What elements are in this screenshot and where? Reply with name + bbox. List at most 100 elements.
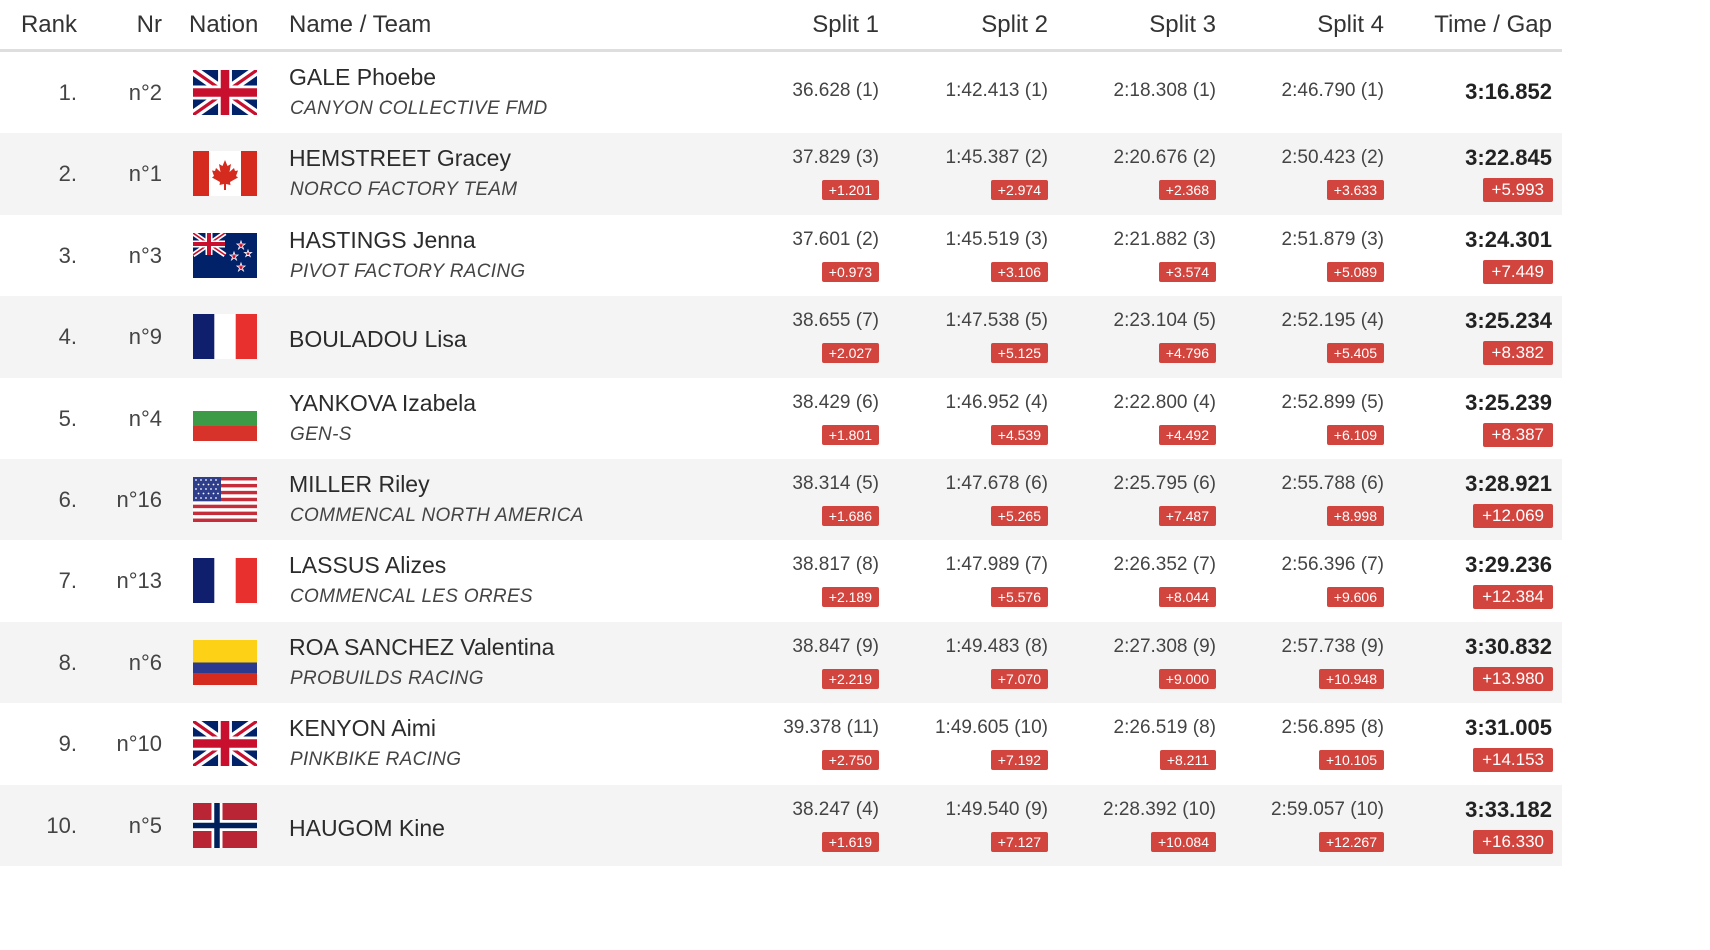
finish-gap-badge: +14.153	[1473, 748, 1553, 773]
team-name: PROBUILDS RACING	[290, 667, 484, 689]
split-4-gap-badge: +9.606	[1326, 587, 1384, 608]
rank-cell: 3.	[58, 242, 77, 268]
rank-cell: 4.	[58, 324, 77, 350]
split-2-time: 1:42.413 (1)	[945, 80, 1048, 101]
rank-cell: 6.	[58, 486, 77, 512]
rider-name[interactable]: HEMSTREET Gracey	[289, 145, 511, 172]
bib-number-cell: n°10	[116, 731, 162, 757]
table-row[interactable]: 8. n°6 ROA SANCHEZ Valentina PROBUILDS RACI…	[0, 621, 1562, 704]
split-3-gap-badge: +9.000	[1158, 668, 1216, 689]
split-2-gap-badge: +5.265	[990, 505, 1048, 526]
bib-number-cell: n°6	[128, 649, 162, 675]
header-nr[interactable]: Nr	[136, 11, 162, 38]
bib-number-cell: n°9	[128, 324, 162, 350]
rider-name[interactable]: HASTINGS Jenna	[289, 226, 476, 253]
split-4-gap-badge: +8.998	[1326, 505, 1384, 526]
split-1-time: 38.247 (4)	[792, 798, 879, 820]
rider-name[interactable]: GALE Phoebe	[289, 64, 437, 90]
rider-name[interactable]: BOULADOU Lisa	[289, 326, 467, 353]
header-split-3[interactable]: Split 3	[1149, 11, 1216, 38]
split-1-gap-badge: +1.686	[821, 505, 879, 526]
bib-number-cell: n°16	[116, 486, 162, 512]
split-2-gap-badge: +2.974	[990, 180, 1048, 201]
bib-number-cell: n°3	[128, 242, 162, 268]
split-3-time: 2:18.308 (1)	[1113, 80, 1216, 101]
rider-name[interactable]: LASSUS Alizes	[289, 552, 447, 579]
split-3-time: 2:27.308 (9)	[1113, 635, 1216, 657]
bib-number-cell: n°4	[128, 405, 162, 431]
rank-cell: 9.	[58, 731, 77, 757]
split-1-gap-badge: +0.973	[821, 261, 879, 282]
gb-flag-icon	[193, 70, 257, 115]
split-2-gap-badge: +3.106	[990, 261, 1048, 282]
split-4-gap-badge: +5.405	[1326, 343, 1384, 364]
team-name: PIVOT FACTORY RACING	[290, 260, 526, 282]
split-3-gap-badge: +2.368	[1158, 180, 1216, 201]
finish-gap-badge: +16.330	[1473, 829, 1553, 854]
team-name: CANYON COLLECTIVE FMD	[290, 98, 548, 119]
bib-number-cell: n°2	[128, 80, 162, 105]
header-time-gap[interactable]: Time / Gap	[1434, 11, 1552, 38]
bib-number-cell: n°13	[116, 568, 162, 594]
team-name: PINKBIKE RACING	[290, 749, 462, 771]
rider-name[interactable]: HAUGOM Kine	[289, 814, 445, 841]
split-4-gap-badge: +5.089	[1326, 261, 1384, 282]
split-4-gap-badge: +3.633	[1326, 180, 1384, 201]
split-1-time: 37.601 (2)	[792, 228, 879, 250]
header-split-2[interactable]: Split 2	[981, 11, 1048, 38]
finish-gap-badge: +13.980	[1473, 666, 1553, 691]
header-name-team[interactable]: Name / Team	[289, 11, 432, 38]
split-2-gap-badge: +5.576	[990, 587, 1048, 608]
rider-name[interactable]: ROA SANCHEZ Valentina	[289, 633, 555, 660]
rider-name[interactable]: KENYON Aimi	[289, 715, 436, 742]
finish-time: 3:31.005	[1465, 715, 1552, 741]
table-row[interactable]: 7. n°13 LASSUS Alizes COMMENCAL LES ORRES 38…	[0, 540, 1562, 621]
split-2-time: 1:49.483 (8)	[945, 635, 1048, 657]
rank-cell: 10.	[46, 812, 77, 838]
finish-gap-badge: +12.069	[1473, 503, 1553, 528]
table-row[interactable]: 9. n°10 KENYON Aimi PINKBIKE RACING 39.378 (…	[0, 703, 1562, 784]
split-2-time: 1:47.989 (7)	[945, 554, 1048, 576]
header-rank[interactable]: Rank	[20, 11, 77, 38]
split-1-time: 36.628 (1)	[792, 80, 879, 101]
table-row[interactable]: 1. n°2 GALE Phoebe CANYON COLLECTIVE FMD 36.…	[0, 52, 1562, 133]
split-2-gap-badge: +5.125	[990, 343, 1048, 364]
finish-time: 3:30.832	[1465, 633, 1552, 659]
rider-name[interactable]: MILLER Riley	[289, 470, 430, 497]
bib-number-cell: n°5	[128, 812, 162, 838]
header-split-4[interactable]: Split 4	[1317, 11, 1384, 38]
split-2-time: 1:46.952 (4)	[945, 391, 1048, 413]
rank-cell: 8.	[58, 649, 77, 675]
split-3-time: 2:22.800 (4)	[1113, 391, 1216, 413]
split-3-gap-badge: +8.211	[1159, 750, 1216, 771]
split-4-time: 2:50.423 (2)	[1281, 147, 1384, 169]
gb-flag-icon	[193, 721, 257, 767]
table-row[interactable]: 5. n°4 YANKOVA Izabela GEN-S 38.429 (6) +1.80…	[0, 378, 1562, 459]
finish-time: 3:24.301	[1465, 226, 1552, 252]
rider-name[interactable]: YANKOVA Izabela	[289, 389, 477, 416]
split-2-time: 1:45.519 (3)	[945, 228, 1048, 250]
table-header: Rank Nr Nation Name / Team Split 1 Split…	[0, 0, 1562, 52]
team-name: NORCO FACTORY TEAM	[290, 179, 518, 201]
team-name: COMMENCAL LES ORRES	[290, 586, 533, 608]
ca-flag-icon	[193, 151, 257, 197]
split-4-time: 2:56.895 (8)	[1281, 717, 1384, 739]
split-1-gap-badge: +1.801	[821, 424, 879, 445]
header-nation[interactable]: Nation	[189, 11, 259, 38]
split-3-time: 2:26.519 (8)	[1113, 717, 1216, 739]
split-4-time: 2:52.195 (4)	[1281, 310, 1384, 332]
table-row[interactable]: 3. n°3 HASTINGS Jenna PIVOT FACTORY RACING 3…	[0, 215, 1562, 296]
table-row[interactable]: 4. n°9 BOULADOU Lisa 38.655 (7) +2.027 1:47.5…	[0, 296, 1562, 378]
split-1-gap-badge: +2.027	[821, 343, 879, 364]
us-flag-icon	[193, 476, 257, 522]
table-row[interactable]: 10. n°5 HAUGOM Kine 38.247 (4) +1.619 1:49.54…	[0, 784, 1562, 866]
finish-time: 3:25.234	[1465, 308, 1552, 334]
rank-cell: 2.	[58, 161, 77, 187]
table-row[interactable]: 6. n°16 MILLER Riley COMMENCAL NORTH AMERIC…	[0, 458, 1562, 541]
split-3-time: 2:20.676 (2)	[1113, 147, 1216, 169]
split-2-time: 1:49.540 (9)	[945, 798, 1048, 820]
finish-time: 3:29.236	[1465, 552, 1552, 578]
table-row[interactable]: 2. n°1 HEMSTREET Gracey NORCO FACTORY TEAM 3…	[0, 133, 1562, 215]
team-name: COMMENCAL NORTH AMERICA	[290, 504, 584, 526]
header-split-1[interactable]: Split 1	[812, 11, 879, 38]
